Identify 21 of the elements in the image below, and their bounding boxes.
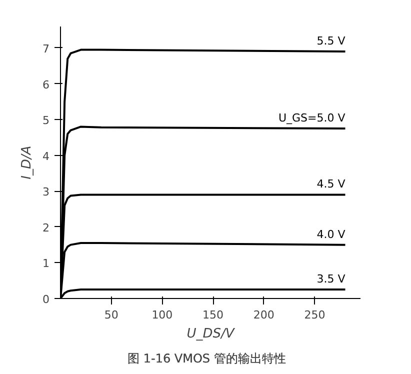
x-axis-title: U_DS/V bbox=[186, 326, 236, 342]
x-tick-label: 150 bbox=[202, 308, 224, 322]
y-tick-label: 0 bbox=[42, 293, 50, 306]
x-tick-label: 250 bbox=[304, 308, 326, 322]
y-tick-label: 1 bbox=[42, 257, 50, 270]
series-label: U_GS=5.0 V bbox=[278, 112, 346, 124]
y-tick-label: 4 bbox=[42, 150, 50, 163]
series-label: 5.5 V bbox=[316, 34, 346, 48]
y-tick-label: 7 bbox=[42, 42, 50, 56]
series-label: 4.0 V bbox=[316, 228, 346, 241]
y-axis-title: I_D/A bbox=[20, 146, 34, 180]
series-label: 4.5 V bbox=[316, 178, 346, 191]
y-tick-label: 3 bbox=[42, 186, 50, 199]
text: 图 1-16 VMOS 管的输出特性 bbox=[128, 352, 286, 366]
x-tick-label: 100 bbox=[152, 308, 173, 322]
x-tick-label: 200 bbox=[253, 308, 274, 322]
x-tick-label: 50 bbox=[104, 308, 118, 322]
y-tick-label: 6 bbox=[42, 78, 50, 92]
y-tick-label: 2 bbox=[42, 221, 50, 234]
series-label: 3.5 V bbox=[316, 272, 346, 286]
y-tick-label: 5 bbox=[42, 114, 50, 128]
